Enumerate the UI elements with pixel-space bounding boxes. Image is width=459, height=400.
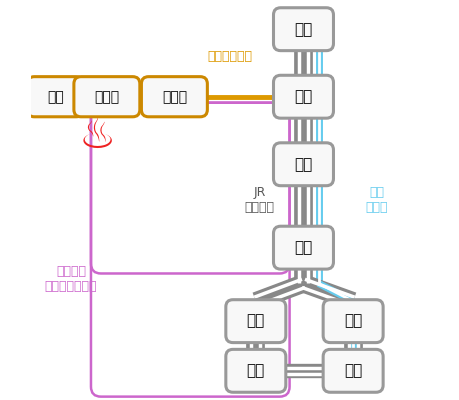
Text: 福島: 福島 — [294, 89, 312, 104]
FancyBboxPatch shape — [273, 226, 333, 269]
FancyBboxPatch shape — [225, 349, 285, 392]
FancyBboxPatch shape — [273, 143, 333, 186]
FancyBboxPatch shape — [27, 77, 83, 117]
FancyBboxPatch shape — [141, 77, 207, 117]
FancyBboxPatch shape — [273, 75, 333, 118]
Text: 大宮: 大宮 — [294, 240, 312, 255]
Text: 東北
新帹線: 東北 新帹線 — [365, 186, 387, 214]
FancyBboxPatch shape — [273, 8, 333, 51]
Text: 仙台: 仙台 — [294, 22, 312, 37]
Text: 高速バス
（昼行・夜行）: 高速バス （昼行・夜行） — [45, 266, 97, 294]
FancyBboxPatch shape — [322, 300, 382, 343]
Text: 池袋: 池袋 — [246, 314, 264, 329]
Text: 玉子湯: 玉子湯 — [94, 90, 119, 104]
FancyBboxPatch shape — [225, 300, 285, 343]
Text: 高湯: 高湯 — [47, 90, 63, 104]
Text: 郡山: 郡山 — [294, 157, 312, 172]
Text: 上姥堂: 上姥堂 — [162, 90, 186, 104]
Text: JR
東北本線: JR 東北本線 — [244, 186, 274, 214]
Text: 新宿: 新宿 — [246, 363, 264, 378]
Text: 東京: 東京 — [343, 363, 362, 378]
FancyBboxPatch shape — [74, 77, 140, 117]
Text: ♨: ♨ — [78, 116, 115, 158]
FancyBboxPatch shape — [322, 349, 382, 392]
Text: 上野: 上野 — [343, 314, 362, 329]
Text: 福島交通バス: 福島交通バス — [207, 50, 252, 63]
